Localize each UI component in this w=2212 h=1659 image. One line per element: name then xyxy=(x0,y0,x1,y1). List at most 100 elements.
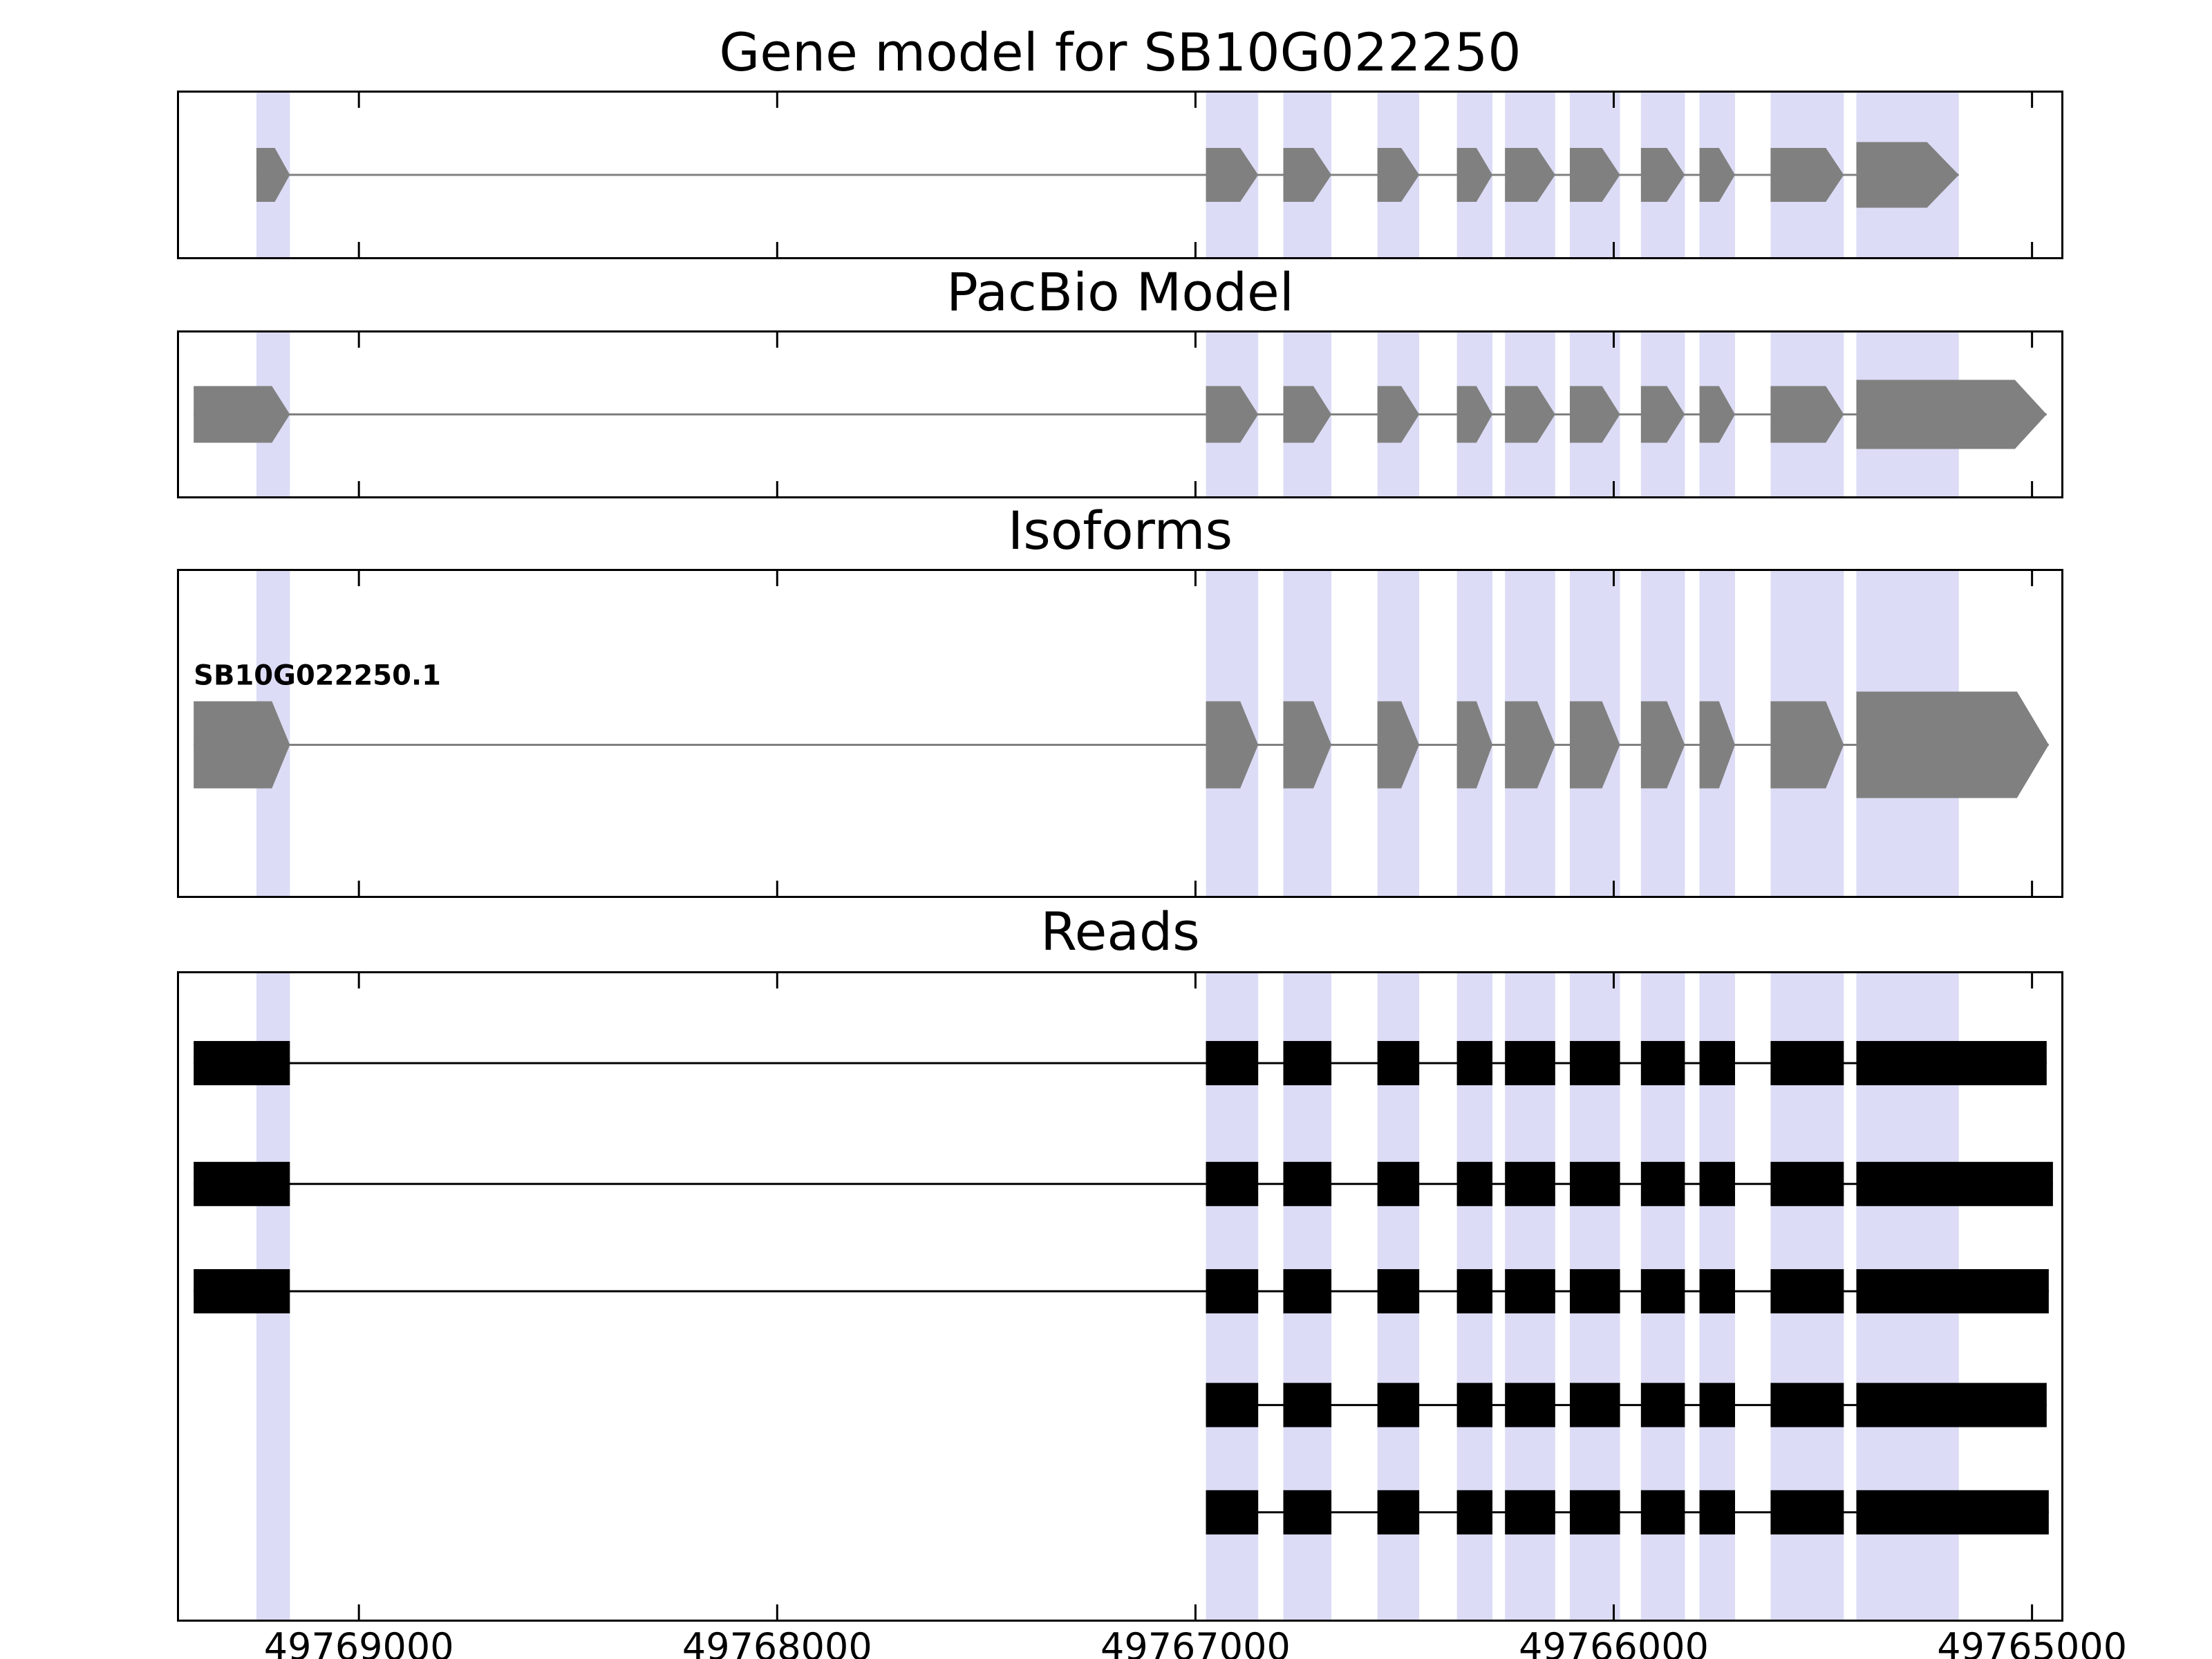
exon xyxy=(1206,1269,1259,1314)
exon xyxy=(1699,1382,1736,1427)
pacbio-plot xyxy=(194,332,2047,496)
exon xyxy=(1377,1382,1420,1427)
exon xyxy=(1569,148,1620,202)
exon xyxy=(1640,1490,1685,1535)
x-axis-tick-label: 49769000 xyxy=(263,1625,454,1659)
exon xyxy=(1770,148,1844,202)
exon xyxy=(1699,701,1736,789)
exon xyxy=(1377,1269,1420,1314)
exon xyxy=(1283,148,1332,202)
exon xyxy=(1640,701,1685,789)
exon xyxy=(1856,1490,2049,1535)
exon xyxy=(194,386,290,443)
exon xyxy=(1770,1040,1844,1085)
exon xyxy=(256,148,290,202)
isoform-label: SB10G022250.1 xyxy=(194,659,441,691)
exon xyxy=(1640,148,1685,202)
exon xyxy=(1569,701,1620,789)
exon xyxy=(1377,148,1420,202)
exon xyxy=(1456,148,1493,202)
isoforms-plot: SB10G022250.1 xyxy=(194,571,2049,896)
panel-gene-model xyxy=(177,91,2063,259)
exon xyxy=(1505,386,1555,443)
exon xyxy=(1377,386,1420,443)
exon xyxy=(1456,701,1493,789)
exon xyxy=(1699,1040,1736,1085)
exon xyxy=(194,1040,290,1085)
exon xyxy=(1856,1269,2049,1314)
exon xyxy=(1377,1040,1420,1085)
exon xyxy=(1283,1490,1332,1535)
exon xyxy=(1505,1269,1555,1314)
exon xyxy=(1283,1382,1332,1427)
panel-reads xyxy=(177,971,2063,1622)
exon xyxy=(1569,386,1620,443)
exon xyxy=(1377,701,1420,789)
exon xyxy=(1505,1040,1555,1085)
x-axis-tick-label: 49765000 xyxy=(1937,1625,2128,1659)
exon xyxy=(1699,1269,1736,1314)
exon xyxy=(1505,148,1555,202)
x-axis-tick-label: 49766000 xyxy=(1519,1625,1709,1659)
exon xyxy=(1569,1490,1620,1535)
exon xyxy=(1856,142,1959,208)
exon xyxy=(1283,1269,1332,1314)
exon xyxy=(1699,1161,1736,1206)
exon xyxy=(1770,386,1844,443)
exon xyxy=(1456,1040,1493,1085)
exon xyxy=(1283,1161,1332,1206)
exon xyxy=(1456,1490,1493,1535)
exon xyxy=(1456,386,1493,443)
reads-plot xyxy=(194,973,2053,1620)
exon xyxy=(1640,1161,1685,1206)
exon xyxy=(1640,386,1685,443)
panel-title-reads: Reads xyxy=(1040,901,1200,962)
exon xyxy=(1283,386,1332,443)
exon xyxy=(1640,1040,1685,1085)
exon xyxy=(1856,1382,2047,1427)
exon xyxy=(1569,1269,1620,1314)
exon xyxy=(1770,701,1844,789)
panel-title-isoforms: Isoforms xyxy=(1007,500,1233,561)
exon xyxy=(1505,1382,1555,1427)
exon xyxy=(1456,1382,1493,1427)
exon xyxy=(1206,148,1259,202)
x-axis-tick-label: 49768000 xyxy=(682,1625,872,1659)
exon xyxy=(1569,1040,1620,1085)
exon xyxy=(1206,1040,1259,1085)
exon xyxy=(1505,1490,1555,1535)
exon xyxy=(1456,1161,1493,1206)
exon xyxy=(194,1269,290,1314)
exon xyxy=(1640,1382,1685,1427)
exon xyxy=(1206,1161,1259,1206)
exon xyxy=(1770,1382,1844,1427)
panel-isoforms: SB10G022250.1 xyxy=(177,569,2063,898)
exon xyxy=(194,701,290,789)
exon xyxy=(1206,1490,1259,1535)
exon xyxy=(1856,1161,2053,1206)
exon xyxy=(1699,1490,1736,1535)
x-axis-tick-label: 49767000 xyxy=(1100,1625,1291,1659)
gene-model-plot xyxy=(256,93,2034,257)
exon xyxy=(1505,701,1555,789)
exon xyxy=(1206,386,1259,443)
exon xyxy=(194,1161,290,1206)
exon xyxy=(1377,1161,1420,1206)
exon xyxy=(1856,1040,2047,1085)
exon xyxy=(1856,379,2047,449)
panel-title-gene-model: Gene model for SB10G022250 xyxy=(719,21,1521,83)
exon xyxy=(1699,386,1736,443)
exon xyxy=(1569,1161,1620,1206)
exon xyxy=(1206,701,1259,789)
exon xyxy=(1770,1161,1844,1206)
panel-pacbio xyxy=(177,330,2063,498)
exon xyxy=(1640,1269,1685,1314)
exon xyxy=(1569,1382,1620,1427)
exon xyxy=(1505,1161,1555,1206)
exon xyxy=(1770,1490,1844,1535)
exon xyxy=(1856,691,2049,798)
exon xyxy=(1283,1040,1332,1085)
panel-title-pacbio: PacBio Model xyxy=(946,261,1294,323)
exon xyxy=(1770,1269,1844,1314)
